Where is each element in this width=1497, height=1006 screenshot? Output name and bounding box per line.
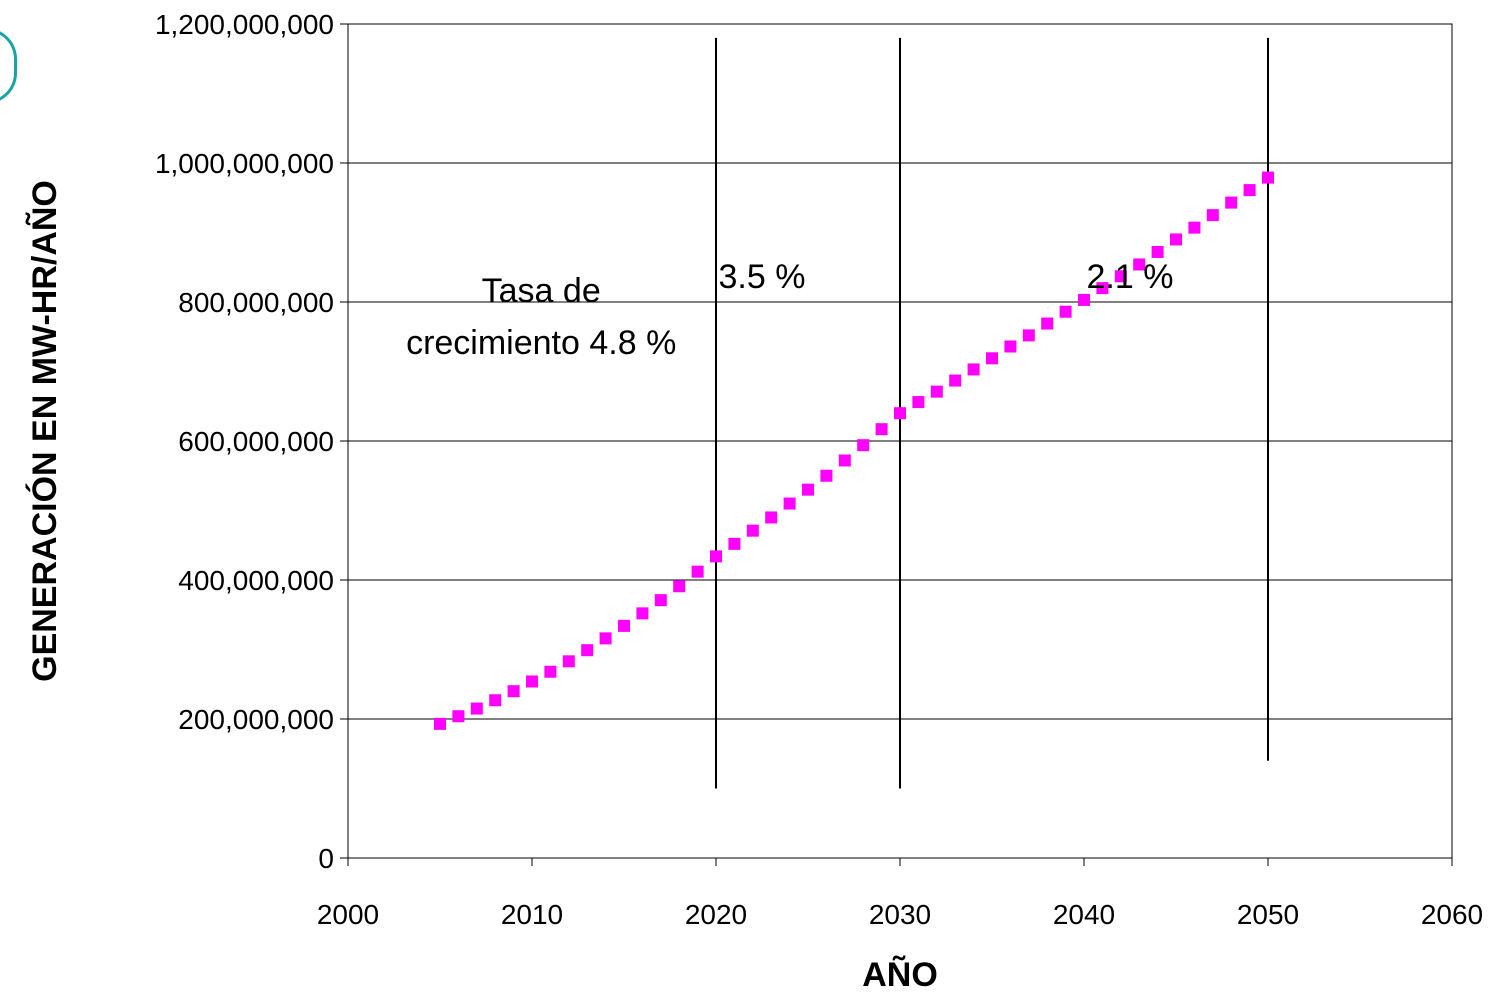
x-tick-label: 2010 — [501, 899, 563, 930]
data-point — [470, 702, 483, 715]
data-point — [1041, 317, 1054, 330]
y-tick-label: 400,000,000 — [178, 565, 334, 596]
data-point — [1188, 221, 1201, 234]
data-point — [820, 469, 833, 482]
data-point — [875, 423, 888, 436]
data-point — [986, 352, 998, 365]
data-point — [654, 594, 667, 607]
data-point — [710, 550, 722, 563]
data-point — [618, 619, 630, 632]
data-point — [1206, 209, 1219, 222]
y-tick-label: 1,000,000,000 — [155, 148, 334, 179]
data-point — [1262, 171, 1274, 184]
data-point — [507, 685, 520, 698]
data-point — [1078, 293, 1090, 306]
data-point — [1114, 270, 1127, 283]
data-point — [691, 565, 704, 578]
data-point — [1225, 196, 1238, 209]
data-point — [673, 580, 686, 593]
x-tick-label: 2020 — [685, 899, 747, 930]
data-point — [562, 655, 575, 668]
data-point — [599, 632, 612, 645]
data-point — [838, 454, 851, 467]
data-point — [1170, 233, 1182, 246]
data-point — [1059, 305, 1072, 318]
annotation-line: 2.1 % — [1087, 258, 1174, 296]
growth-rate-annotation: 3.5 % — [719, 258, 806, 296]
data-point — [452, 710, 465, 723]
data-point — [802, 483, 814, 496]
x-tick-label: 2050 — [1237, 899, 1299, 930]
data-point — [746, 524, 759, 537]
data-point — [783, 497, 796, 510]
data-point — [728, 537, 741, 550]
data-point — [526, 675, 538, 688]
data-point — [912, 396, 925, 409]
data-point — [949, 374, 962, 387]
plot-area-border — [347, 23, 1453, 859]
y-axis-title: GENERACIÓN EN MW-HR/AÑO — [26, 180, 64, 682]
y-tick-label: 200,000,000 — [178, 704, 334, 735]
data-point — [1004, 340, 1017, 353]
growth-rate-annotation: 2.1 % — [1087, 258, 1174, 296]
x-tick-label: 2030 — [869, 899, 931, 930]
data-point — [857, 439, 870, 452]
x-axis-title: AÑO — [862, 956, 938, 994]
y-tick-label: 1,200,000,000 — [155, 9, 334, 40]
data-point — [434, 717, 446, 730]
data-point — [489, 694, 502, 707]
data-point — [636, 607, 649, 620]
y-tick-label: 800,000,000 — [178, 287, 334, 318]
data-point — [1022, 329, 1035, 342]
data-point — [581, 644, 594, 657]
data-point — [765, 511, 778, 524]
y-tick-label: 600,000,000 — [178, 426, 334, 457]
data-point — [930, 385, 943, 398]
data-point — [1243, 184, 1256, 197]
growth-rate-annotation: Tasa de crecimiento 4.8 % — [406, 272, 676, 362]
annotation-line: crecimiento 4.8 % — [406, 324, 676, 362]
data-point — [1151, 245, 1164, 258]
data-point — [544, 665, 557, 678]
data-point — [894, 407, 906, 420]
x-tick-label: 2000 — [317, 899, 379, 930]
x-tick-label: 2060 — [1421, 899, 1483, 930]
x-tick-label: 2040 — [1053, 899, 1115, 930]
data-point — [967, 363, 980, 376]
y-tick-label: 0 — [318, 843, 334, 874]
data-point — [1096, 282, 1109, 295]
data-point — [1133, 258, 1146, 271]
annotation-line: Tasa de — [482, 272, 601, 310]
annotation-line: 3.5 % — [719, 258, 806, 296]
